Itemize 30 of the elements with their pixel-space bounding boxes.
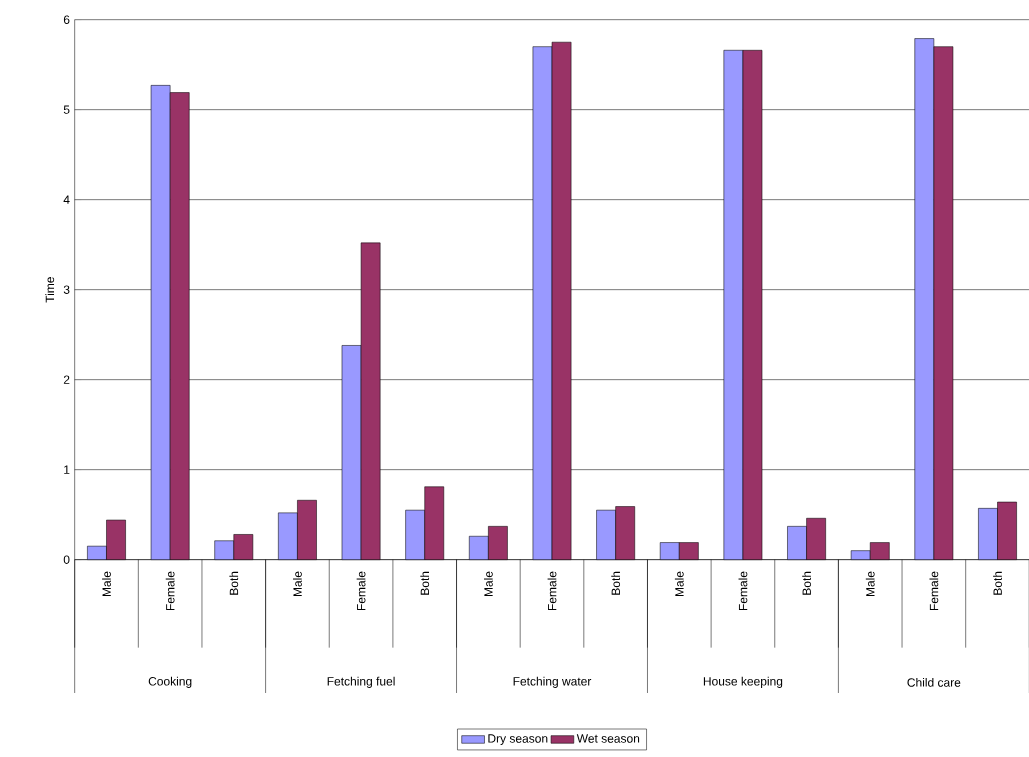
legend-label: Wet season (576, 734, 640, 743)
x-tick-label: Female (547, 571, 557, 611)
x-tick-label: Male (865, 571, 875, 597)
x-tick-label: Both (802, 571, 811, 595)
y-tick-label: 4 (63, 195, 70, 204)
text: Fetching water (513, 676, 592, 688)
x-tick-label: Female (356, 571, 366, 611)
y-tick-label: 0 (63, 555, 70, 564)
text: Child care (907, 677, 961, 687)
text: Cooking (148, 676, 192, 688)
x-tick-label: Both (229, 571, 239, 595)
y-tick-label: 1 (64, 465, 70, 474)
x-tick-label: Both (420, 571, 430, 595)
text: Fetching fuel (327, 676, 395, 688)
y-axis-title: Time (45, 277, 55, 303)
x-tick-label: Both (611, 571, 621, 595)
x-tick-label: Female (929, 571, 939, 611)
y-tick-label: 3 (63, 285, 70, 294)
x-tick-label: Male (483, 571, 493, 597)
x-tick-label: Male (293, 571, 302, 597)
text: House keeping (703, 676, 783, 688)
y-tick-label: 5 (63, 105, 70, 114)
x-tick-label: Both (993, 571, 1002, 595)
x-tick-label: Female (165, 571, 175, 611)
x-tick-label: Male (674, 571, 684, 597)
x-tick-label: Male (102, 571, 111, 597)
legend-label: Dry season (488, 734, 548, 746)
x-tick-label: Female (738, 571, 748, 611)
y-tick-label: 6 (63, 15, 70, 24)
y-tick-label: 2 (63, 375, 70, 384)
